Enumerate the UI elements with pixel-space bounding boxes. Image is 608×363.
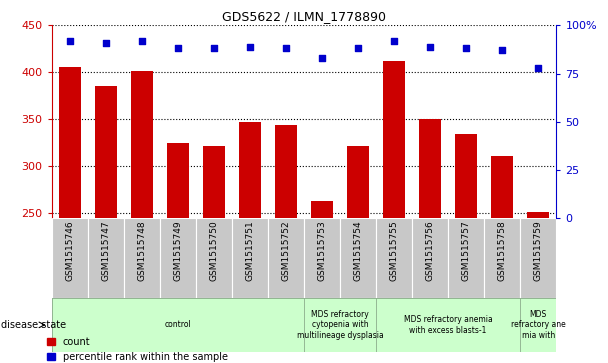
Bar <box>131 72 153 218</box>
Bar <box>340 218 376 298</box>
Text: GSM1515758: GSM1515758 <box>498 220 506 281</box>
Bar <box>232 218 268 298</box>
Bar <box>167 143 188 218</box>
Point <box>245 44 255 49</box>
Bar <box>203 146 225 218</box>
Bar <box>383 61 405 218</box>
Title: GDS5622 / ILMN_1778890: GDS5622 / ILMN_1778890 <box>222 10 386 23</box>
Bar <box>304 298 376 352</box>
Bar <box>420 119 441 218</box>
Text: MDS refractory anemia
with excess blasts-1: MDS refractory anemia with excess blasts… <box>404 315 492 335</box>
Point <box>426 44 435 49</box>
Bar <box>491 156 513 218</box>
Point <box>209 46 219 52</box>
Bar <box>160 218 196 298</box>
Bar <box>52 298 304 352</box>
Point <box>65 38 75 44</box>
Bar <box>520 218 556 298</box>
Bar <box>528 212 549 218</box>
Text: GSM1515755: GSM1515755 <box>390 220 399 281</box>
Bar <box>311 201 333 218</box>
Bar <box>275 125 297 218</box>
Point <box>389 38 399 44</box>
Text: disease state: disease state <box>1 320 66 330</box>
Bar <box>376 218 412 298</box>
Point <box>281 46 291 52</box>
Point <box>137 38 147 44</box>
Bar <box>88 218 124 298</box>
Text: MDS refractory
cytopenia with
multilineage dysplasia: MDS refractory cytopenia with multilinea… <box>297 310 384 340</box>
Text: GSM1515747: GSM1515747 <box>102 220 110 281</box>
Text: control: control <box>165 321 191 329</box>
Text: GSM1515751: GSM1515751 <box>246 220 254 281</box>
Point <box>101 40 111 46</box>
Bar <box>520 298 556 352</box>
Bar <box>95 86 117 218</box>
Text: GSM1515746: GSM1515746 <box>65 220 74 281</box>
Bar <box>124 218 160 298</box>
Bar <box>455 134 477 218</box>
Bar <box>484 218 520 298</box>
Bar <box>268 218 304 298</box>
Bar <box>376 298 520 352</box>
Bar <box>304 218 340 298</box>
Text: GSM1515759: GSM1515759 <box>534 220 543 281</box>
Bar <box>448 218 484 298</box>
Bar <box>347 146 369 218</box>
Point <box>353 46 363 52</box>
Bar <box>59 67 80 218</box>
Text: GSM1515748: GSM1515748 <box>137 220 147 281</box>
Text: GSM1515754: GSM1515754 <box>354 220 362 281</box>
Text: GSM1515752: GSM1515752 <box>282 220 291 281</box>
Bar <box>239 122 261 218</box>
Bar <box>196 218 232 298</box>
Text: GSM1515753: GSM1515753 <box>317 220 326 281</box>
Point <box>461 46 471 52</box>
Text: GSM1515750: GSM1515750 <box>209 220 218 281</box>
Text: GSM1515749: GSM1515749 <box>173 220 182 281</box>
Point <box>497 48 507 53</box>
Text: GSM1515756: GSM1515756 <box>426 220 435 281</box>
Text: GSM1515757: GSM1515757 <box>461 220 471 281</box>
Point <box>533 65 543 71</box>
Legend: count, percentile rank within the sample: count, percentile rank within the sample <box>47 337 228 362</box>
Point <box>317 55 327 61</box>
Bar <box>412 218 448 298</box>
Bar <box>52 218 88 298</box>
Text: MDS
refractory ane
mia with: MDS refractory ane mia with <box>511 310 565 340</box>
Point <box>173 46 183 52</box>
